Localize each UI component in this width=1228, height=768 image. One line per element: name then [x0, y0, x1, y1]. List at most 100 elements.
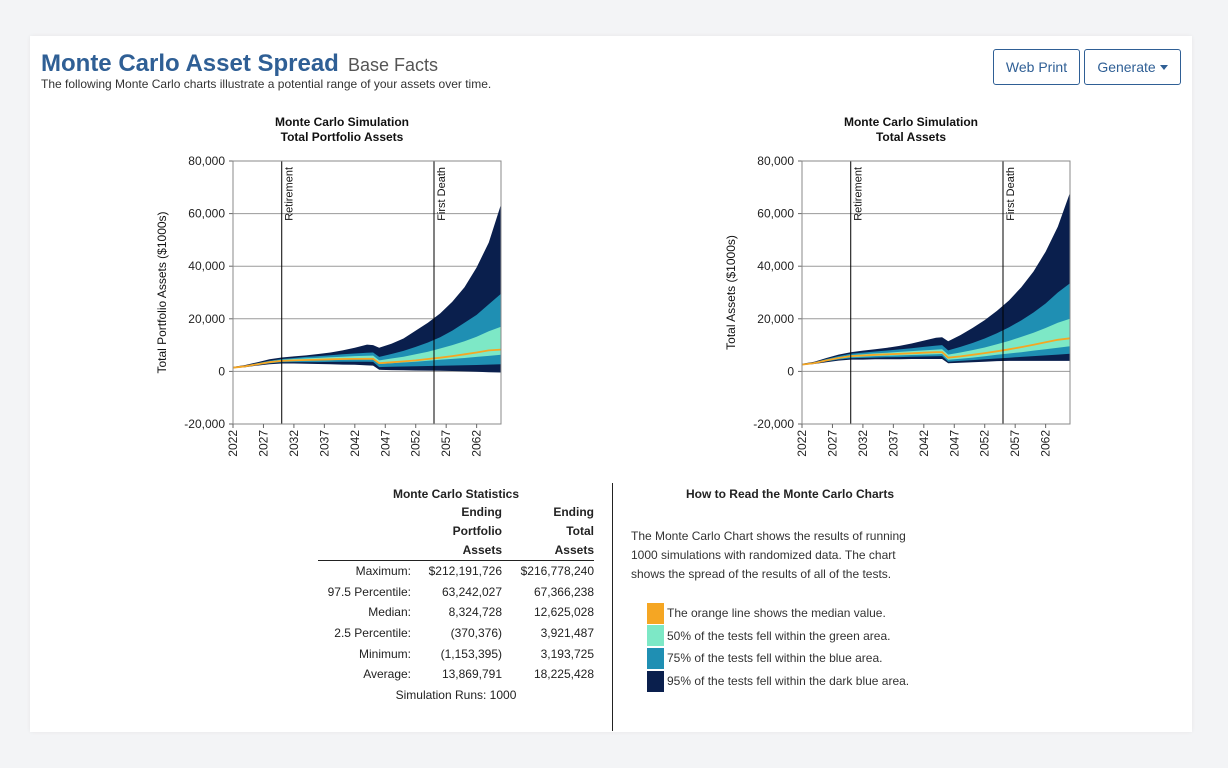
header-line: Assets: [462, 543, 502, 557]
legend-swatch: [647, 625, 664, 647]
x-tick-label: 2032: [856, 430, 870, 457]
stats-row-portfolio: 8,324,728: [448, 605, 502, 620]
chart-title: Monte Carlo Simulation: [275, 115, 409, 129]
stats-row-total: 12,625,028: [533, 605, 594, 620]
y-tick-label: -20,000: [184, 417, 225, 431]
plot-border: [232, 160, 502, 425]
legend-text: The orange line shows the median value.: [667, 606, 886, 621]
legend-item-50: 50% of the tests fell within the green a…: [647, 625, 909, 648]
web-print-label: Web Print: [1005, 59, 1068, 75]
generate-dropdown-button[interactable]: Generate: [1084, 49, 1181, 85]
stats-row-label: Average:: [363, 667, 411, 682]
stats-row-label: Median:: [368, 605, 411, 620]
legend-item-75: 75% of the tests fell within the blue ar…: [647, 647, 909, 670]
x-tick-label: 2047: [947, 430, 961, 457]
plot-area: [233, 161, 501, 424]
header-line: Ending: [553, 505, 594, 519]
header-line: Portfolio: [452, 524, 502, 538]
legend-swatch: [647, 602, 664, 624]
x-tick-label: 2052: [409, 430, 423, 457]
header-line: Ending: [461, 505, 502, 519]
y-tick-label: 40,000: [757, 259, 794, 273]
x-tick-label: 2022: [795, 430, 809, 457]
stats-row-total: 18,225,428: [533, 667, 594, 682]
x-tick-label: 2022: [226, 430, 240, 457]
x-tick-label: 2052: [978, 430, 992, 457]
legend-item-median: The orange line shows the median value.: [647, 602, 909, 625]
stats-row: Maximum: $212,191,726 $216,778,240: [318, 561, 594, 582]
legend-swatch: [647, 647, 664, 669]
y-tick-label: 0: [218, 364, 225, 378]
y-axis-label: Total Assets ($1000s): [724, 235, 738, 350]
x-tick-label: 2027: [825, 430, 839, 457]
howto-legend: The orange line shows the median value. …: [647, 602, 909, 692]
x-tick-label: 2057: [439, 430, 453, 457]
howto-body: The Monte Carlo Chart shows the results …: [631, 527, 951, 584]
stats-header-portfolio: Ending Portfolio Assets: [415, 503, 508, 561]
stats-row-portfolio: $212,191,726: [428, 564, 502, 579]
x-tick-label: 2027: [256, 430, 270, 457]
stats-row: Average: 13,869,791 18,225,428: [318, 664, 594, 685]
stats-header-label: [318, 503, 415, 561]
x-tick-label: 2037: [886, 430, 900, 457]
stats-header-row: Ending Portfolio Assets Ending Total Ass…: [318, 503, 594, 561]
median-line: [801, 337, 1071, 366]
y-tick-label: 80,000: [757, 154, 794, 168]
x-tick-label: 2037: [317, 430, 331, 457]
y-tick-label: 80,000: [188, 154, 225, 168]
stats-row-label: 2.5 Percentile:: [334, 626, 411, 641]
y-tick-label: 60,000: [757, 207, 794, 221]
legend-swatch: [647, 670, 664, 692]
web-print-button[interactable]: Web Print: [993, 49, 1080, 85]
chart-subtitle: Total Portfolio Assets: [281, 130, 404, 144]
event-marker-label: First Death: [436, 167, 448, 221]
chart-subtitle: Total Assets: [876, 130, 946, 144]
plot-border: [801, 160, 1071, 425]
legend-text: 50% of the tests fell within the green a…: [667, 628, 891, 643]
stats-row: 2.5 Percentile: (370,376) 3,921,487: [318, 623, 594, 644]
page-title: Monte Carlo Asset Spread: [41, 50, 339, 77]
stats-row-total: 3,193,725: [540, 646, 594, 661]
x-tick-label: 2057: [1008, 430, 1022, 457]
howto-line: shows the spread of the results of all o…: [631, 567, 892, 581]
stats-row-label: Minimum:: [358, 646, 411, 661]
page-subtitle: Base Facts: [348, 55, 439, 75]
y-tick-label: 20,000: [188, 312, 225, 326]
y-tick-label: 20,000: [757, 312, 794, 326]
stats-header-total: Ending Total Assets: [508, 503, 594, 561]
stats-row-portfolio: 13,869,791: [441, 667, 502, 682]
simulation-runs: Simulation Runs: 1000: [395, 688, 517, 702]
y-tick-label: 40,000: [188, 259, 225, 273]
stats-row: Minimum: (1,153,395) 3,193,725: [318, 643, 594, 664]
x-tick-label: 2062: [470, 430, 484, 457]
x-tick-label: 2047: [378, 430, 392, 457]
stats-row-portfolio: (370,376): [450, 626, 502, 641]
chart-title: Monte Carlo Simulation: [844, 115, 978, 129]
y-tick-label: 0: [787, 364, 794, 378]
page-description: The following Monte Carlo charts illustr…: [41, 77, 492, 91]
x-tick-label: 2062: [1039, 430, 1053, 457]
event-marker-label: Retirement: [284, 167, 296, 221]
stats-row-portfolio: (1,153,395): [440, 646, 502, 661]
caret-down-icon: [1159, 64, 1168, 70]
x-tick-label: 2042: [917, 430, 931, 457]
stats-row-total: $216,778,240: [520, 564, 594, 579]
legend-item-95: 95% of the tests fell within the dark bl…: [647, 670, 909, 693]
y-axis-label: Total Portfolio Assets ($1000s): [155, 211, 169, 373]
x-tick-label: 2032: [287, 430, 301, 457]
generate-label: Generate: [1097, 59, 1156, 75]
stats-row-portfolio: 63,242,027: [441, 584, 502, 599]
stats-row-total: 67,366,238: [533, 584, 594, 599]
x-tick-label: 2042: [348, 430, 362, 457]
header-line: Assets: [554, 543, 594, 557]
stats-table: Ending Portfolio Assets Ending Total Ass…: [318, 503, 594, 685]
stats-row-total: 3,921,487: [540, 626, 594, 641]
section-divider: [612, 483, 613, 731]
y-tick-label: -20,000: [753, 417, 794, 431]
event-marker-label: Retirement: [853, 167, 865, 221]
legend-text: 75% of the tests fell within the blue ar…: [667, 651, 883, 666]
stats-row-label: 97.5 Percentile:: [327, 584, 411, 599]
y-tick-label: 60,000: [188, 207, 225, 221]
